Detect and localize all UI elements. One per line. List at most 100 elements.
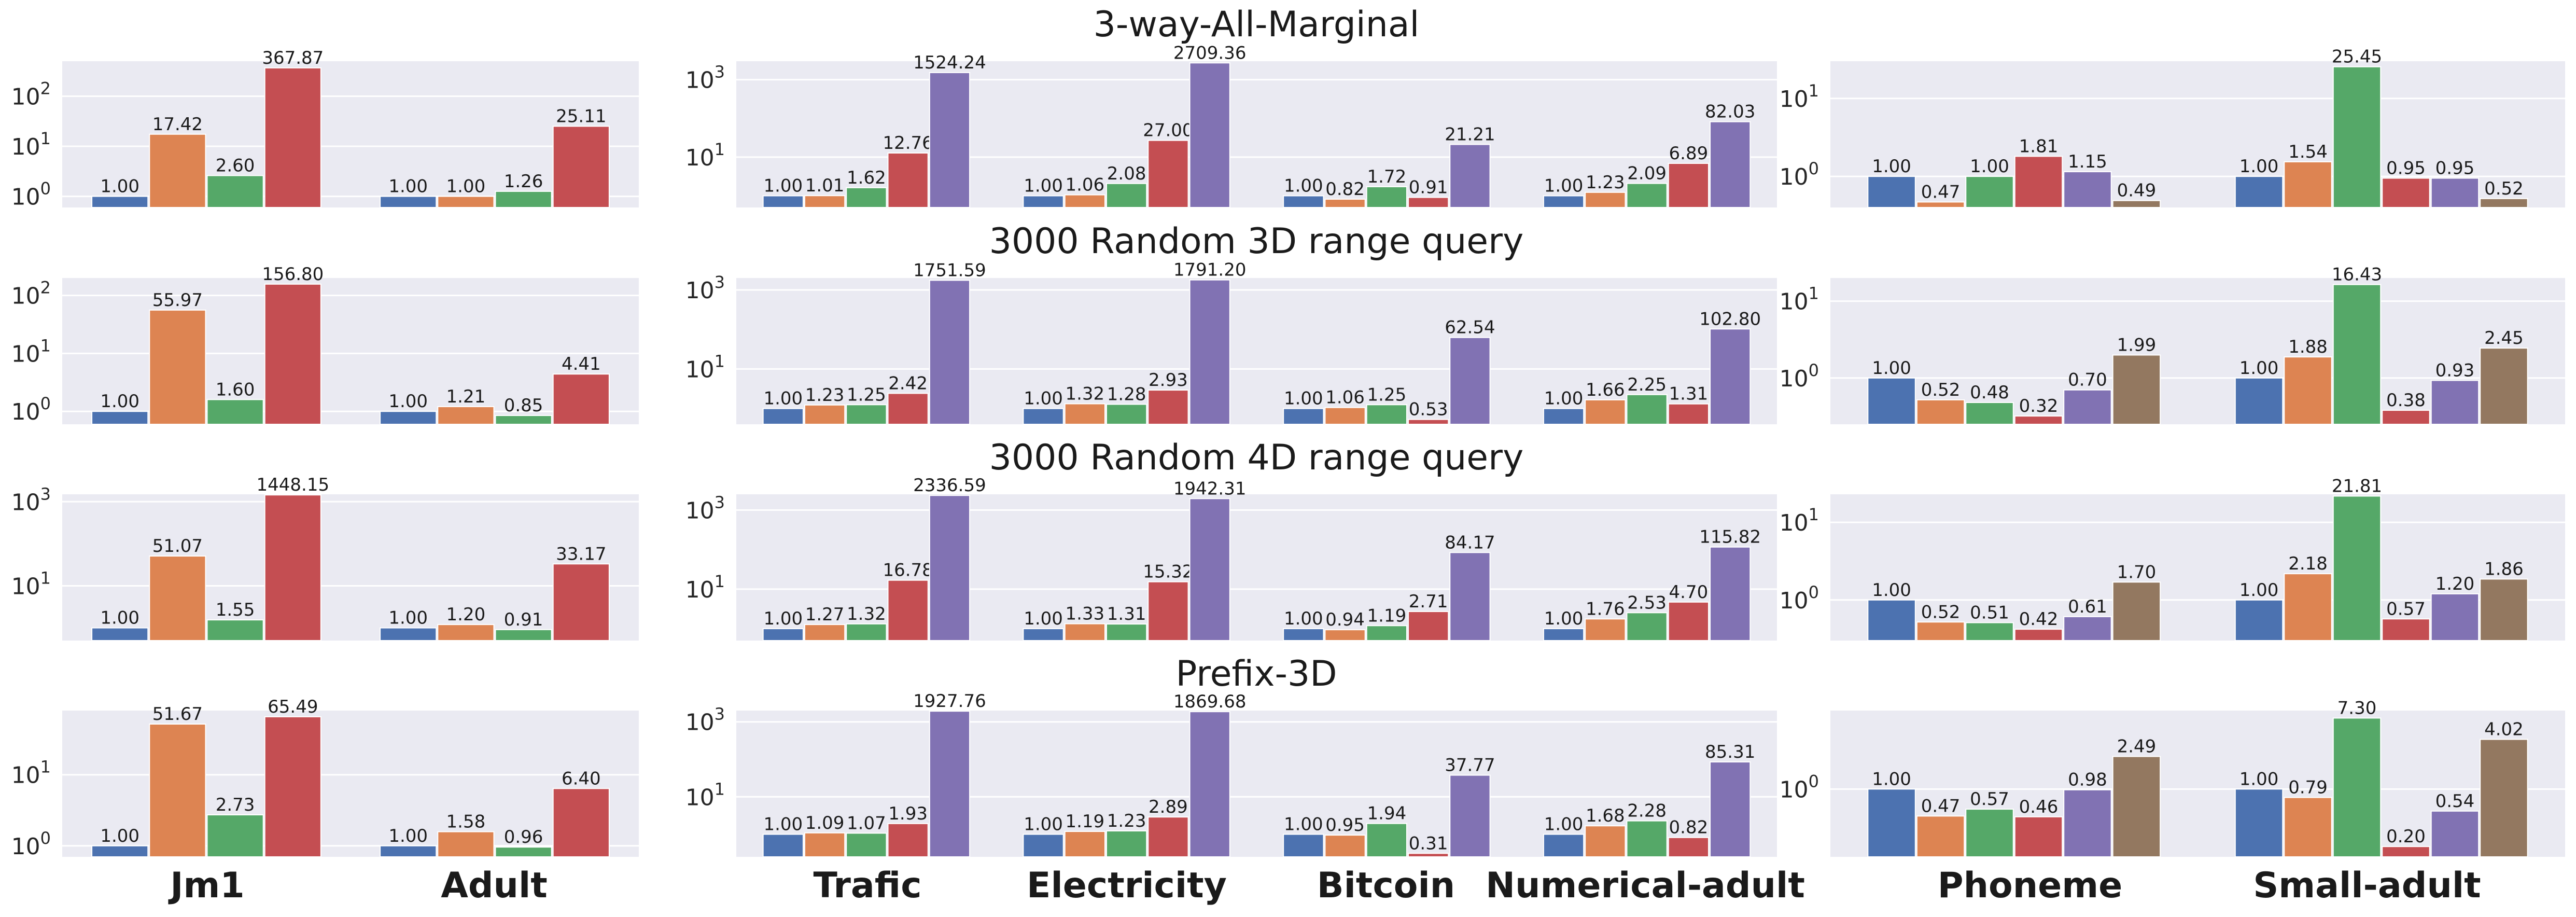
bar-label-electricity-series-1: 1.00 (1024, 176, 1063, 197)
bar-label-numerical-adult-series-4: 6.89 (1669, 143, 1709, 164)
bar-numerical-adult-series-5 (1710, 328, 1751, 425)
bar-label-adult-series-4: 25.11 (556, 106, 606, 127)
bar-numerical-adult-series-5 (1710, 546, 1751, 641)
bar-label-small-adult-series-5: 0.54 (2435, 791, 2475, 812)
bar-label-adult-series-1: 1.00 (388, 176, 428, 197)
bar-small-adult-series-4 (2382, 177, 2430, 209)
bar-phoneme-series-1 (1867, 788, 1916, 858)
bar-jm1-series-4 (264, 716, 321, 857)
bar-phoneme-series-5 (2063, 789, 2112, 858)
bar-phoneme-series-6 (2112, 354, 2161, 425)
bar-label-numerical-adult-series-3: 2.09 (1627, 163, 1667, 184)
bar-label-electricity-series-3: 1.31 (1107, 604, 1146, 624)
bar-label-jm1-series-4: 1448.15 (256, 475, 329, 495)
x-category-trafic: Trafic (813, 865, 921, 906)
bar-label-bitcoin-series-4: 0.91 (1409, 177, 1448, 198)
bar-electricity-series-3 (1105, 404, 1147, 425)
bar-label-phoneme-series-4: 0.46 (2019, 797, 2059, 817)
bar-label-phoneme-series-1: 1.00 (1872, 358, 1911, 379)
bar-label-small-adult-series-1: 1.00 (2239, 580, 2279, 601)
bar-phoneme-series-2 (1916, 621, 1965, 641)
x-category-jm1: Jm1 (168, 865, 244, 906)
bar-label-bitcoin-series-5: 84.17 (1445, 532, 1495, 553)
bar-label-jm1-series-2: 51.67 (152, 704, 203, 725)
bar-label-adult-series-3: 0.96 (504, 827, 543, 847)
bar-label-adult-series-3: 0.91 (504, 609, 543, 630)
bar-trafic-series-2 (804, 404, 846, 425)
bar-label-jm1-series-2: 55.97 (152, 290, 203, 311)
bar-small-adult-series-4 (2382, 618, 2430, 642)
bar-label-numerical-adult-series-1: 1.00 (1544, 388, 1584, 409)
bar-adult-series-2 (437, 624, 495, 642)
panel-background (62, 494, 639, 641)
bar-numerical-adult-series-4 (1668, 162, 1710, 208)
bar-label-bitcoin-series-4: 2.71 (1409, 591, 1448, 612)
bar-bitcoin-series-1 (1283, 628, 1324, 642)
bar-phoneme-series-4 (2014, 816, 2063, 857)
bar-label-numerical-adult-series-5: 102.80 (1699, 309, 1761, 329)
bar-jm1-series-2 (149, 309, 206, 425)
bar-bitcoin-series-4 (1408, 197, 1449, 208)
bar-jm1-series-2 (149, 555, 206, 641)
bar-label-adult-series-2: 1.00 (446, 176, 486, 197)
bar-label-phoneme-series-2: 0.47 (1921, 182, 1961, 202)
bar-label-jm1-series-3: 1.60 (216, 379, 255, 400)
bar-label-phoneme-series-6: 1.99 (2117, 335, 2157, 356)
bar-jm1-series-3 (206, 175, 264, 209)
bar-adult-series-1 (380, 845, 437, 858)
bar-electricity-series-5 (1189, 62, 1230, 209)
bar-adult-series-2 (437, 831, 495, 858)
bar-label-bitcoin-series-4: 0.31 (1409, 833, 1448, 854)
bar-small-adult-series-3 (2332, 495, 2382, 642)
bar-phoneme-series-4 (2014, 629, 2063, 642)
bar-label-bitcoin-series-2: 0.94 (1325, 609, 1365, 630)
bar-trafic-series-1 (762, 628, 804, 642)
bar-trafic-series-3 (846, 404, 887, 425)
bar-small-adult-series-3 (2332, 66, 2382, 208)
bar-jm1-series-1 (91, 627, 149, 641)
bar-label-electricity-series-1: 1.00 (1024, 608, 1063, 629)
bar-small-adult-series-2 (2284, 161, 2332, 208)
bar-label-phoneme-series-5: 0.98 (2068, 770, 2107, 790)
bar-small-adult-series-1 (2234, 377, 2284, 425)
bar-label-jm1-series-1: 1.00 (100, 826, 139, 846)
bar-label-small-adult-series-3: 25.45 (2332, 47, 2382, 67)
bar-numerical-adult-series-2 (1585, 191, 1626, 209)
bar-numerical-adult-series-3 (1626, 183, 1668, 208)
panel-3-1: 101 103 1.00 51.07 1.55 1448.15 1.00 1.20 0.91 33… (11, 475, 639, 642)
bar-label-small-adult-series-2: 2.18 (2288, 553, 2328, 574)
bar-adult-series-3 (495, 190, 552, 209)
bar-label-jm1-series-3: 2.60 (216, 156, 255, 176)
y-tick-label: 100 (1780, 360, 1819, 392)
bar-label-trafic-series-2: 1.23 (805, 385, 845, 406)
bar-label-trafic-series-5: 1524.24 (913, 52, 986, 73)
panels: 100 101 102 1.00 17.42 2.60 367.87 1.00 1.00 1.26… (11, 43, 2565, 860)
bar-electricity-series-3 (1105, 623, 1147, 641)
bar-numerical-adult-series-3 (1626, 612, 1668, 642)
y-tick-label: 100 (11, 828, 51, 860)
bar-bitcoin-series-4 (1408, 611, 1449, 641)
bar-adult-series-1 (380, 411, 437, 425)
y-tick-label: 101 (11, 129, 51, 160)
bar-label-bitcoin-series-5: 21.21 (1445, 124, 1495, 145)
bar-numerical-adult-series-4 (1668, 403, 1710, 425)
bar-bitcoin-series-4 (1408, 419, 1449, 425)
bar-phoneme-series-5 (2063, 616, 2112, 641)
bar-electricity-series-4 (1147, 390, 1189, 425)
bar-bitcoin-series-2 (1324, 835, 1366, 857)
bar-adult-series-4 (552, 788, 610, 857)
bar-adult-series-3 (495, 415, 552, 425)
bar-label-phoneme-series-6: 1.70 (2117, 562, 2157, 582)
bar-label-adult-series-1: 1.00 (388, 391, 428, 412)
bar-trafic-series-4 (887, 393, 929, 425)
bar-electricity-series-2 (1064, 403, 1105, 425)
bar-label-numerical-adult-series-1: 1.00 (1544, 176, 1584, 197)
bar-bitcoin-series-1 (1283, 408, 1324, 425)
bar-label-electricity-series-4: 2.93 (1149, 370, 1188, 391)
bar-trafic-series-3 (846, 187, 887, 209)
bar-phoneme-series-3 (1965, 176, 2014, 208)
bar-label-adult-series-2: 1.58 (446, 812, 486, 832)
